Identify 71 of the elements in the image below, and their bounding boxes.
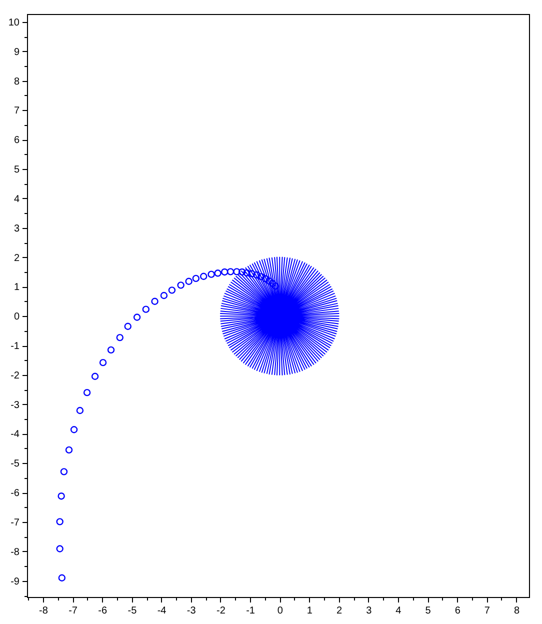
point [124, 322, 132, 330]
point [151, 298, 158, 305]
y-tick-label: -7 [10, 517, 20, 528]
point [56, 545, 64, 552]
y-tick-label: 6 [14, 135, 20, 146]
point [58, 574, 66, 582]
y-tick-label: -1 [10, 341, 20, 352]
x-tick-label: 0 [277, 606, 284, 616]
x-tick-label: -4 [157, 606, 167, 616]
point [200, 272, 208, 280]
point [160, 292, 168, 300]
point [208, 270, 215, 278]
point [238, 268, 246, 276]
y-tick-label: -4 [10, 429, 20, 440]
point [177, 282, 184, 289]
point [258, 273, 265, 280]
y-tick-label: -2 [10, 370, 20, 382]
point [252, 271, 260, 279]
x-tick-label: -2 [216, 606, 226, 616]
y-tick-label: 5 [14, 164, 20, 176]
x-tick-label: 4 [396, 606, 402, 616]
x-tick-label: 6 [454, 606, 461, 616]
point [70, 426, 78, 434]
point [116, 334, 124, 342]
y-tick-label: 9 [14, 46, 20, 58]
point [192, 274, 200, 282]
x-tick-label: 5 [425, 606, 432, 616]
y-tick-label: 4 [14, 194, 20, 205]
point [168, 286, 176, 294]
y-tick-label: -6 [10, 488, 20, 500]
x-tick-label: -3 [186, 606, 196, 616]
x-tick-label: 7 [484, 606, 490, 616]
point [107, 346, 115, 354]
x-tick-label: 8 [514, 606, 520, 616]
point [99, 358, 107, 366]
point [185, 278, 192, 285]
point [142, 306, 150, 313]
y-tick-label: 1 [14, 282, 20, 294]
y-tick-label: 7 [14, 106, 20, 117]
y-tick-label: 3 [14, 223, 20, 234]
point [58, 492, 65, 500]
x-tick-label: -7 [68, 606, 78, 616]
y-tick-label: 0 [14, 312, 20, 323]
point [76, 406, 84, 414]
y-tick-label: -3 [10, 400, 20, 411]
point [214, 270, 222, 277]
y-tick-label: -9 [10, 576, 20, 588]
point [65, 446, 73, 454]
point [233, 268, 240, 276]
y-tick-label: -5 [10, 458, 20, 470]
x-tick-label: -1 [246, 606, 256, 616]
x-tick-label: 3 [366, 606, 372, 616]
point [60, 468, 68, 476]
x-tick-label: -5 [128, 606, 138, 616]
point [226, 268, 234, 276]
y-tick-label: -8 [10, 546, 20, 558]
x-tick-label: -8 [39, 606, 48, 616]
point [133, 314, 141, 321]
x-tick-label: -6 [98, 606, 108, 616]
point [91, 372, 99, 380]
point [221, 268, 228, 276]
line-series [220, 256, 340, 376]
y-tick-label: 2 [14, 252, 20, 264]
point [248, 270, 256, 278]
point [243, 269, 250, 276]
x-tick-label: 1 [306, 606, 313, 616]
y-tick-label: 10 [8, 17, 20, 28]
y-tick-label: 8 [14, 76, 20, 88]
point [83, 388, 91, 396]
point [56, 518, 64, 526]
x-tick-label: 2 [336, 606, 343, 616]
